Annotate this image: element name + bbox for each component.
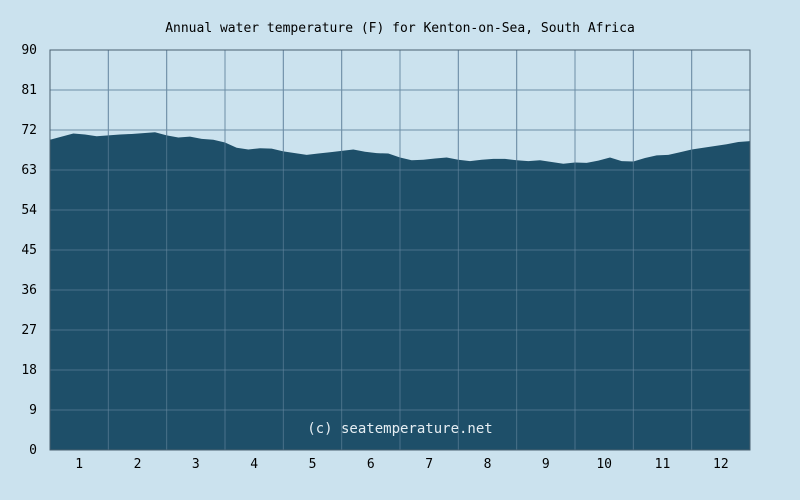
x-tick-label: 3	[192, 457, 200, 472]
plot-border	[49, 49, 751, 451]
y-tick-label: 54	[21, 203, 37, 218]
x-axis: 1 2 3 4 5 6 7 8 9 10 11 12	[75, 457, 728, 472]
chart-title: Annual water temperature (F) for Kenton-…	[165, 21, 635, 36]
x-tick-label: 4	[250, 457, 258, 472]
y-tick-label: 45	[21, 243, 37, 258]
x-tick-label: 1	[75, 457, 83, 472]
y-tick-label: 72	[21, 123, 37, 138]
y-tick-label: 18	[21, 363, 37, 378]
watermark-text: (c) seatemperature.net	[307, 421, 492, 437]
y-tick-label: 27	[21, 323, 37, 338]
y-tick-label: 63	[21, 163, 37, 178]
x-tick-label: 5	[309, 457, 317, 472]
y-tick-label: 90	[21, 43, 37, 58]
x-tick-label: 2	[134, 457, 142, 472]
x-tick-label: 10	[596, 457, 612, 472]
x-tick-label: 9	[542, 457, 550, 472]
x-tick-label: 12	[713, 457, 729, 472]
y-tick-label: 9	[29, 403, 37, 418]
x-tick-label: 11	[655, 457, 671, 472]
y-axis: 0 9 18 27 36 45 54 63 72 81 90	[21, 43, 37, 458]
x-tick-label: 8	[484, 457, 492, 472]
y-tick-label: 81	[21, 83, 37, 98]
x-tick-label: 6	[367, 457, 375, 472]
y-tick-label: 36	[21, 283, 37, 298]
y-tick-label: 0	[29, 443, 37, 458]
x-tick-label: 7	[425, 457, 433, 472]
